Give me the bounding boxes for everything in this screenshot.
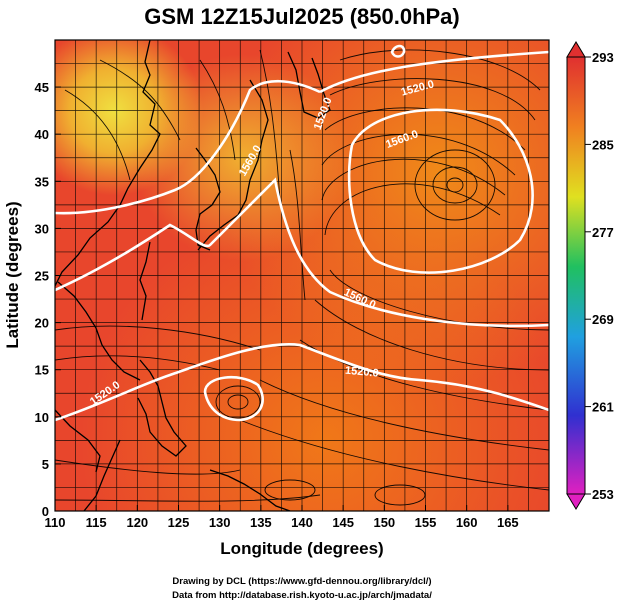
x-tick-label: 130	[209, 515, 231, 530]
plot-area: 1520.0 1520.0 1560.0 1560.0 1520.0 1560.…	[55, 40, 549, 511]
contour-typhoon-loop	[203, 376, 264, 422]
x-tick-label: 120	[126, 515, 148, 530]
x-tick-label: 135	[250, 515, 272, 530]
colorbar: 253 261 269 277 285 293	[566, 41, 614, 510]
colorbar-tick-label: 277	[592, 225, 614, 240]
contour-label: 1520.0	[345, 365, 380, 380]
credit-line-2: Data from http://database.rish.kyoto-u.a…	[172, 590, 432, 601]
chart-title: GSM 12Z15Jul2025 (850.0hPa)	[144, 4, 460, 29]
contour-small-loop	[390, 44, 406, 58]
colorbar-bottom-arrow	[566, 493, 586, 510]
grid-lines	[55, 40, 549, 511]
height-contours	[55, 44, 549, 422]
colorbar-tick-label: 269	[592, 312, 614, 327]
contour-1520-north	[319, 50, 549, 94]
x-tick-label: 165	[497, 515, 519, 530]
y-tick-label: 15	[35, 363, 49, 378]
y-tick-label: 20	[35, 316, 49, 331]
y-axis-ticks: 0 5 10 15 20 25 30 35 40 45	[35, 80, 61, 519]
x-axis-label: Longitude (degrees)	[220, 539, 383, 558]
contour-1520-south	[55, 343, 549, 422]
contour-1560-high	[347, 108, 534, 274]
x-tick-label: 115	[86, 515, 107, 530]
colorbar-tick-label: 285	[592, 137, 614, 152]
x-tick-label: 140	[291, 515, 313, 530]
y-tick-label: 35	[35, 174, 49, 189]
x-axis-ticks: 110 115 120 125 130 135 140 145 150 155 160 165	[45, 505, 519, 530]
x-tick-label: 150	[373, 515, 395, 530]
y-tick-label: 25	[35, 269, 49, 284]
colorbar-top-arrow	[566, 41, 586, 58]
colorbar-scale	[566, 56, 586, 495]
credit-line-1: Drawing by DCL (https://www.gfd-dennou.o…	[172, 576, 431, 587]
x-tick-label: 110	[45, 515, 66, 530]
y-tick-label: 30	[35, 221, 49, 236]
y-tick-label: 45	[35, 80, 49, 95]
wind-streamlines	[55, 49, 549, 506]
y-axis-label: Latitude (degrees)	[3, 201, 22, 348]
coastlines	[55, 40, 331, 511]
x-tick-label: 145	[332, 515, 354, 530]
y-tick-label: 0	[42, 504, 49, 519]
x-tick-label: 125	[168, 515, 190, 530]
contour-1560-south	[55, 177, 549, 328]
colorbar-tick-label: 261	[592, 400, 614, 415]
x-tick-label: 160	[456, 515, 478, 530]
y-tick-label: 5	[42, 457, 49, 472]
y-tick-label: 40	[35, 127, 49, 142]
colorbar-tick-label: 253	[592, 487, 614, 502]
contour-1520-west	[55, 79, 321, 215]
colorbar-tick-label: 293	[592, 50, 614, 65]
x-tick-label: 155	[415, 515, 437, 530]
y-tick-label: 10	[35, 410, 49, 425]
